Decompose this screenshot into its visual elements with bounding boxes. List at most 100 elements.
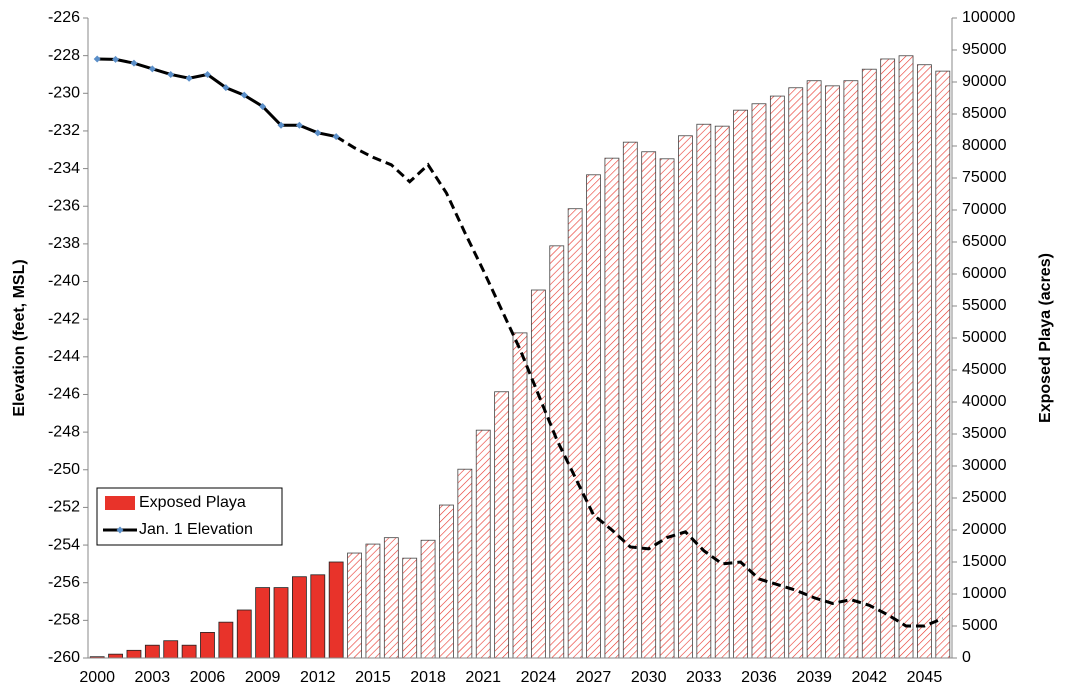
y-tick-label: -232 — [48, 122, 80, 139]
y2-tick-label: 60000 — [962, 265, 1007, 282]
bar — [439, 504, 454, 659]
bar — [383, 537, 399, 659]
bar — [475, 429, 491, 659]
bar — [935, 70, 951, 659]
x-tick-label: 2000 — [79, 669, 115, 686]
x-tick-label: 2027 — [576, 669, 612, 686]
bar — [659, 158, 675, 659]
bar — [292, 576, 307, 659]
y-tick-label: -230 — [48, 85, 80, 102]
y2-tick-label: 15000 — [962, 553, 1007, 570]
legend-label: Jan. 1 Elevation — [139, 521, 253, 538]
line-marker — [295, 121, 303, 129]
x-tick-label: 2033 — [686, 669, 722, 686]
bar — [898, 55, 914, 659]
bar — [457, 468, 473, 659]
y2-tick-label: 100000 — [962, 9, 1015, 26]
y2-tick-label: 95000 — [962, 41, 1007, 58]
y2-tick-label: 85000 — [962, 105, 1007, 122]
bar — [200, 632, 215, 659]
y-tick-label: -248 — [48, 423, 80, 440]
y2-tick-label: 80000 — [962, 137, 1007, 154]
legend-swatch — [105, 496, 135, 510]
legend-label: Exposed Playa — [139, 494, 246, 511]
y2-tick-label: 5000 — [962, 617, 998, 634]
bar — [163, 640, 179, 659]
y-tick-label: -234 — [48, 160, 80, 177]
line-marker — [185, 74, 193, 82]
bar — [696, 123, 712, 659]
line-marker — [314, 129, 322, 137]
line-marker — [203, 70, 211, 78]
y-tick-label: -242 — [48, 310, 80, 327]
bar — [586, 174, 601, 659]
line-marker — [130, 59, 138, 67]
y2-axis-title: Exposed Playa (acres) — [1037, 253, 1054, 423]
y-axis-title: Elevation (feet, MSL) — [11, 259, 28, 416]
bar — [678, 135, 693, 659]
y2-tick-label: 35000 — [962, 425, 1007, 442]
bar — [255, 587, 271, 659]
bar — [236, 609, 252, 659]
bar — [788, 87, 804, 659]
bar — [622, 141, 638, 659]
line-marker — [93, 55, 101, 63]
y2-tick-label: 90000 — [962, 73, 1007, 90]
y-tick-label: -236 — [48, 197, 80, 214]
y2-tick-label: 75000 — [962, 169, 1007, 186]
x-tick-label: 2018 — [410, 669, 446, 686]
x-tick-label: 2024 — [521, 669, 557, 686]
bar — [420, 539, 436, 659]
bar — [880, 58, 896, 659]
bar — [494, 391, 510, 659]
line-marker — [332, 133, 340, 141]
bar — [512, 332, 528, 659]
x-tick-label: 2030 — [631, 669, 667, 686]
bar — [530, 289, 546, 659]
y-tick-label: -238 — [48, 235, 80, 252]
bar — [714, 125, 730, 659]
y2-tick-label: 70000 — [962, 201, 1007, 218]
bar — [861, 68, 877, 659]
y2-tick-label: 40000 — [962, 393, 1007, 410]
y-tick-label: -246 — [48, 386, 80, 403]
y2-tick-label: 55000 — [962, 297, 1007, 314]
bar — [144, 644, 160, 659]
line-marker — [112, 55, 120, 63]
bar — [641, 151, 657, 659]
y2-tick-label: 50000 — [962, 329, 1007, 346]
x-tick-label: 2039 — [796, 669, 832, 686]
legend-marker — [116, 526, 124, 534]
bar — [347, 552, 362, 659]
bar — [402, 557, 418, 659]
y2-tick-label: 25000 — [962, 489, 1007, 506]
bar — [310, 574, 326, 659]
y-tick-label: -254 — [48, 536, 80, 553]
bar — [733, 109, 748, 659]
x-tick-label: 2021 — [465, 669, 501, 686]
y2-tick-label: 20000 — [962, 521, 1007, 538]
bar — [567, 208, 583, 659]
bar — [273, 587, 289, 659]
line — [335, 135, 944, 628]
line-marker — [222, 84, 230, 92]
bar — [917, 64, 932, 659]
y2-tick-label: 30000 — [962, 457, 1007, 474]
y-tick-label: -258 — [48, 612, 80, 629]
x-tick-label: 2045 — [907, 669, 943, 686]
line-marker — [240, 91, 248, 99]
x-tick-label: 2036 — [741, 669, 777, 686]
bar — [328, 561, 344, 659]
x-tick-label: 2015 — [355, 669, 391, 686]
y2-tick-label: 0 — [962, 649, 971, 666]
y-tick-label: -240 — [48, 273, 80, 290]
x-tick-label: 2009 — [245, 669, 281, 686]
line-marker — [148, 65, 156, 73]
y-tick-label: -228 — [48, 47, 80, 64]
y2-tick-label: 65000 — [962, 233, 1007, 250]
y2-tick-label: 45000 — [962, 361, 1007, 378]
bar — [843, 80, 859, 659]
y-tick-label: -250 — [48, 461, 80, 478]
line-marker — [167, 70, 175, 78]
